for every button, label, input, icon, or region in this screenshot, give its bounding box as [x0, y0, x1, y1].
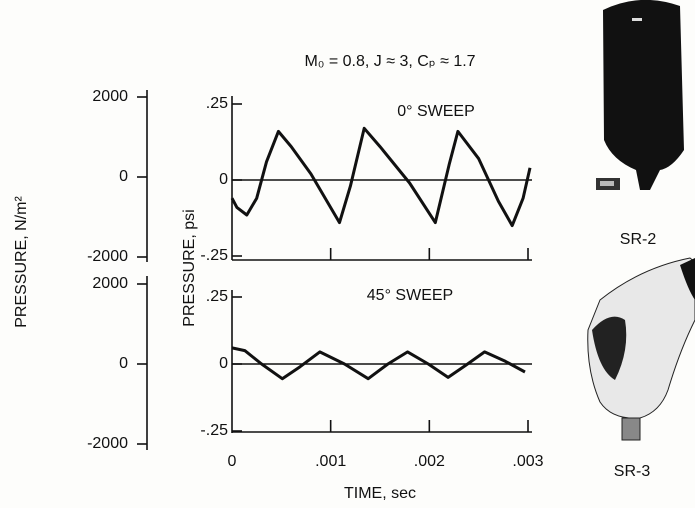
- photo-sr2: [596, 0, 684, 190]
- photo-label: SR-2: [620, 231, 657, 248]
- y-axis-label: PRESSURE, psi: [181, 209, 198, 326]
- y2-tick-label: 2000: [92, 275, 128, 292]
- y-tick-label: .25: [206, 288, 228, 305]
- x-axis-label: TIME, sec: [344, 485, 416, 502]
- y-tick-label: .25: [206, 95, 228, 112]
- chart-title: M₀ = 0.8, J ≈ 3, Cₚ ≈ 1.7: [304, 53, 475, 70]
- y2-tick-label: 0: [119, 355, 128, 372]
- y-tick-label: -.25: [200, 247, 228, 264]
- x-tick-label: .003: [512, 453, 543, 470]
- y2-tick-label: 0: [119, 168, 128, 185]
- y2-axis-label: PRESSURE, N/m²: [13, 196, 30, 328]
- x-tick-label: .002: [414, 453, 445, 470]
- data-line: [230, 126, 532, 228]
- photo-label: SR-3: [614, 463, 651, 480]
- data-line: [231, 346, 526, 381]
- y-tick-label: -.25: [200, 422, 228, 439]
- x-tick-label: .001: [315, 453, 346, 470]
- x-tick-label: 0: [228, 453, 237, 470]
- y2-tick-label: -2000: [87, 248, 128, 265]
- y2-tick-label: -2000: [87, 435, 128, 452]
- y-tick-label: 0: [219, 355, 228, 372]
- y-tick-label: 0: [219, 171, 228, 188]
- photo-sr3: [587, 257, 695, 441]
- annotation: 45° SWEEP: [367, 287, 453, 304]
- y2-tick-label: 2000: [92, 88, 128, 105]
- annotation: 0° SWEEP: [397, 103, 475, 120]
